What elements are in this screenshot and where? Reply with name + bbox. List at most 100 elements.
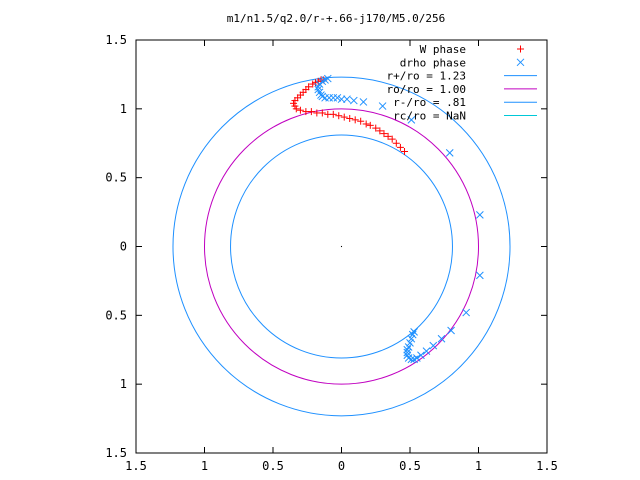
drho-phase-point-b [407,334,416,343]
x-tick-label: 0.5 [399,459,421,473]
drho-phase-point [329,93,338,102]
legend-label: r-/ro = .81 [393,96,466,109]
drho-phase-point [337,95,346,104]
drho-phase-point-b [403,348,412,357]
w-phase-point [388,135,396,143]
x-tick-label: 1 [201,459,208,473]
w-phase-point [313,109,321,117]
drho-phase-point-b [406,339,414,347]
drho-phase-point-b [407,115,416,124]
w-phase-point [396,143,404,151]
w-phase-point [340,113,348,121]
drho-phase-point-b [333,93,342,102]
drho-phase-point [412,354,421,362]
y-tick-label: 1.5 [105,33,127,47]
y-tick-label: 0 [120,240,127,254]
drho-phase-point-b [349,96,358,105]
drho-phase-point-b [437,334,446,343]
radius-circle [230,134,453,359]
drho-phase-point [359,98,368,106]
drho-phase-point [403,351,412,360]
legend-marker-drho-phase [516,58,525,67]
w-phase-point [305,83,313,91]
w-phase-point [376,127,384,135]
w-phase-point [384,132,392,140]
drho-phase-point [445,149,454,157]
y-tick-label: 0.5 [105,308,127,322]
drho-phase-point [321,93,329,102]
radius-circle [204,108,479,385]
chart-title: m1/n1.5/q2.0/r-+.66-j170/M5.0/256 [227,12,446,25]
w-phase-point [380,130,388,138]
y-tick-label: 0.5 [105,171,127,185]
x-tick-label: 0.5 [262,459,284,473]
drho-phase-point-b [318,92,327,101]
w-phase-point [366,121,374,129]
drho-phase-point-b [476,210,484,219]
drho-phase-point [407,115,416,124]
drho-phase-point [404,343,413,351]
drho-phase-point [407,334,416,343]
x-tick-label: 1.5 [536,459,558,473]
legend-label: W phase [420,43,466,56]
y-tick-label: 1 [120,102,127,116]
drho-phase-point [429,341,438,350]
drho-phase-point-b [343,95,351,104]
drho-phase-point-b [476,271,484,280]
w-phase-point [324,110,332,118]
legend-label: r+/ro = 1.23 [387,70,466,83]
drho-phase-point [437,334,446,343]
drho-phase-point [325,93,334,102]
legend-label: drho phase [400,56,466,69]
legend-label: rc/ro = NaN [393,110,466,123]
plot-area [172,74,511,417]
w-phase-point [372,124,380,132]
drho-phase-point [476,210,484,219]
drho-phase-point-b [314,85,323,94]
y-tick-label: 1.5 [105,446,127,460]
drho-phase-point-b [407,355,416,364]
drho-phase-point-b [445,149,454,157]
plot-frame [135,39,548,454]
w-phase-point [346,114,354,122]
drho-phase-point-b [462,308,471,317]
drho-phase-point [378,102,387,110]
drho-phase-point-b [403,351,412,360]
drho-phase-point [476,271,484,280]
legend-marker-drho-phase-b [516,58,525,67]
w-phase-point [401,148,409,156]
w-phase-point [357,117,365,125]
drho-phase-point [406,339,414,347]
x-tick-labels: 1.5 1 0.5 0 0.5 1 1.5 [125,459,558,473]
y-tick-label: 1 [120,377,127,391]
drho-phase-point [333,93,342,102]
drho-phase-series [314,74,484,364]
drho-phase-point [447,326,455,335]
w-phase-point [362,120,370,128]
drho-phase-point [462,308,471,317]
drho-phase-point-b [359,98,368,106]
drho-phase-point-b [422,347,431,355]
drho-phase-point [410,327,418,336]
w-phase-point [335,112,343,120]
drho-phase-point [343,95,351,104]
drho-phase-point-b [404,343,413,351]
drho-phase-point-b [410,327,418,336]
drho-phase-point [417,351,425,360]
x-tick-label: 1.5 [125,459,147,473]
w-phase-point [302,108,310,116]
y-tick-labels: 1.5 1 0.5 0 0.5 1 1.5 [105,33,127,460]
drho-phase-point-b [429,341,438,350]
x-tick-label: 0 [338,459,345,473]
drho-phase-point-b [378,102,387,110]
w-phase-point [351,116,359,124]
legend-label: ro/ro = 1.00 [387,83,466,96]
w-phase-point [296,106,304,114]
drho-phase-point-b [447,326,455,335]
drho-phase-point-b [315,88,324,97]
drho-phase-point-b [417,351,425,360]
legend-marker-w-phase [517,45,524,53]
origin-dot [340,245,343,248]
x-tick-label: 1 [475,459,482,473]
